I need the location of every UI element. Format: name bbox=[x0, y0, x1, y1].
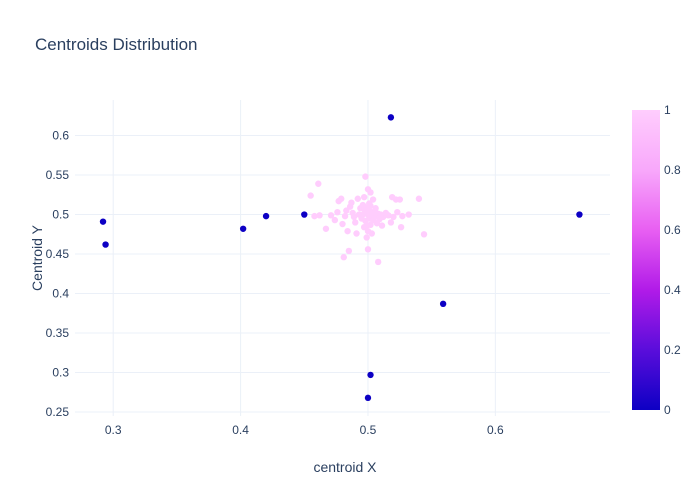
data-point bbox=[385, 212, 392, 219]
data-point bbox=[362, 173, 369, 180]
data-point bbox=[338, 195, 345, 202]
data-point bbox=[334, 208, 341, 216]
colorbar bbox=[632, 110, 660, 410]
data-points bbox=[99, 114, 583, 402]
data-point bbox=[369, 216, 377, 224]
y-axis-ticks: 0.25 0.3 0.35 0.4 0.45 0.5 0.55 0.6 bbox=[46, 129, 70, 419]
data-point bbox=[354, 195, 361, 202]
data-point bbox=[387, 219, 395, 226]
data-point bbox=[397, 223, 405, 231]
data-point bbox=[364, 394, 372, 402]
colorbar-tick-label: 0.2 bbox=[664, 343, 681, 357]
data-point bbox=[415, 195, 423, 202]
data-point bbox=[315, 180, 322, 187]
data-point bbox=[316, 212, 323, 219]
data-point bbox=[363, 222, 370, 229]
colorbar-tick-label: 0.4 bbox=[664, 283, 681, 297]
data-point bbox=[372, 205, 379, 212]
y-tick-label: 0.4 bbox=[52, 287, 69, 301]
data-point bbox=[99, 218, 107, 225]
data-point bbox=[345, 247, 353, 255]
colorbar-tick-label: 0.8 bbox=[664, 163, 681, 177]
data-point bbox=[420, 231, 428, 238]
data-point bbox=[363, 234, 370, 241]
data-point bbox=[353, 230, 360, 237]
y-tick-label: 0.5 bbox=[52, 208, 69, 222]
data-point bbox=[359, 211, 367, 218]
colorbar-ticks: 0 0.2 0.4 0.6 0.8 1 bbox=[664, 103, 681, 417]
y-tick-label: 0.6 bbox=[52, 129, 69, 143]
data-point bbox=[327, 212, 335, 219]
x-tick-label: 0.5 bbox=[360, 423, 377, 437]
y-tick-label: 0.45 bbox=[46, 247, 70, 261]
data-point bbox=[239, 225, 247, 232]
data-point bbox=[102, 241, 109, 248]
colorbar-tick-label: 0.6 bbox=[664, 223, 681, 237]
x-axis-title: centroid X bbox=[313, 459, 377, 475]
data-point bbox=[364, 246, 372, 253]
data-point bbox=[339, 220, 346, 228]
y-tick-label: 0.55 bbox=[46, 168, 70, 182]
data-point bbox=[396, 196, 404, 203]
data-point bbox=[367, 371, 374, 379]
data-point bbox=[405, 211, 412, 218]
data-point bbox=[372, 209, 379, 217]
data-point bbox=[311, 212, 318, 220]
data-point bbox=[374, 258, 382, 266]
x-tick-label: 0.4 bbox=[232, 423, 249, 437]
data-point bbox=[360, 193, 368, 201]
data-point bbox=[368, 230, 375, 237]
data-point bbox=[350, 213, 358, 221]
data-point bbox=[262, 212, 270, 220]
data-point bbox=[387, 114, 395, 121]
data-point bbox=[307, 192, 314, 199]
y-tick-label: 0.25 bbox=[46, 405, 70, 419]
data-point bbox=[378, 222, 386, 229]
colorbar-tick-label: 0 bbox=[664, 403, 671, 417]
x-axis-ticks: 0.3 0.4 0.5 0.6 bbox=[105, 423, 504, 437]
data-point bbox=[369, 196, 377, 203]
data-point bbox=[390, 213, 397, 221]
data-point bbox=[331, 216, 339, 224]
colorbar-tick-label: 1 bbox=[664, 103, 671, 117]
x-tick-label: 0.6 bbox=[487, 423, 504, 437]
data-point bbox=[348, 199, 355, 206]
data-point bbox=[360, 205, 368, 213]
data-point bbox=[343, 207, 350, 214]
data-point bbox=[341, 212, 349, 220]
data-point bbox=[344, 227, 351, 235]
data-point bbox=[352, 219, 359, 226]
data-point bbox=[322, 225, 330, 232]
x-tick-label: 0.3 bbox=[105, 423, 122, 437]
data-point bbox=[367, 202, 374, 210]
data-point bbox=[439, 300, 447, 308]
data-point bbox=[367, 189, 374, 196]
y-tick-label: 0.35 bbox=[46, 326, 70, 340]
data-point bbox=[394, 208, 401, 216]
data-point bbox=[340, 254, 347, 261]
data-point bbox=[399, 212, 406, 220]
y-axis-title: Centroid Y bbox=[29, 224, 45, 291]
data-point bbox=[301, 211, 308, 218]
data-point bbox=[576, 211, 583, 218]
chart-title: Centroids Distribution bbox=[35, 35, 198, 54]
y-tick-label: 0.3 bbox=[52, 366, 69, 380]
